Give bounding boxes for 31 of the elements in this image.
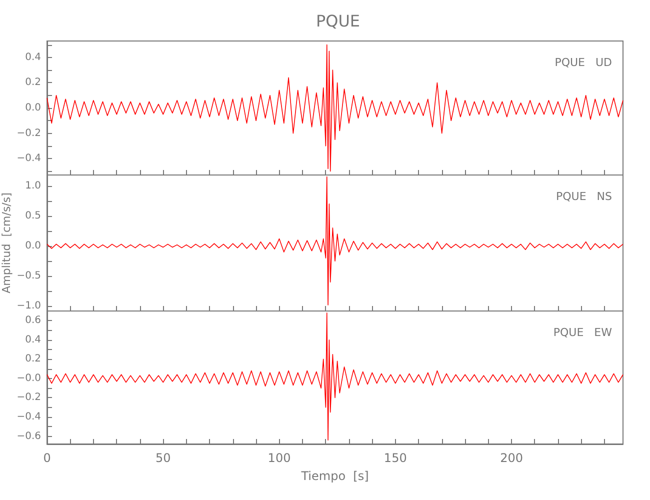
annotation: PQUE EW <box>553 326 612 339</box>
y-tick-label: −0.6 <box>16 430 41 442</box>
y-tick-label: −0.4 <box>16 412 41 423</box>
chart-title: PQUE <box>316 12 360 30</box>
line-series <box>46 312 624 441</box>
y-axis-title: Amplitud [cm/s/s] <box>0 192 13 294</box>
y-tick-label: 0.0 <box>25 102 41 114</box>
annotation: PQUE UD <box>554 56 612 69</box>
y-tick-label: −0.5 <box>16 270 41 282</box>
y-tick-label: −0.2 <box>16 128 41 139</box>
y-tick-label: 0.4 <box>25 52 41 63</box>
y-tick-label: 0.0 <box>25 240 41 252</box>
x-axis-title: Tiempo [s] <box>300 469 369 483</box>
y-tick-label: 0.2 <box>25 354 41 365</box>
y-tick-label: −1.0 <box>16 300 41 312</box>
y-tick-label: 0.2 <box>25 77 41 88</box>
y-tick-label: 0.5 <box>25 210 41 222</box>
line-series <box>46 176 624 306</box>
y-tick-label: 1.0 <box>25 180 41 192</box>
annotation: PQUE NS <box>556 190 612 203</box>
x-tick-label: 200 <box>500 451 523 465</box>
y-tick-label: −0.2 <box>16 392 41 404</box>
line-series <box>46 44 624 172</box>
y-tick-label: 0.4 <box>25 334 41 346</box>
x-tick-label: 50 <box>155 451 171 465</box>
y-tick-label: −0.0 <box>16 372 41 384</box>
x-tick-label: 100 <box>268 451 291 465</box>
x-tick-label: 0 <box>43 451 51 465</box>
y-tick-label: −0.4 <box>16 153 41 164</box>
x-tick-label: 150 <box>384 451 407 465</box>
y-tick-label: 0.6 <box>25 315 41 326</box>
